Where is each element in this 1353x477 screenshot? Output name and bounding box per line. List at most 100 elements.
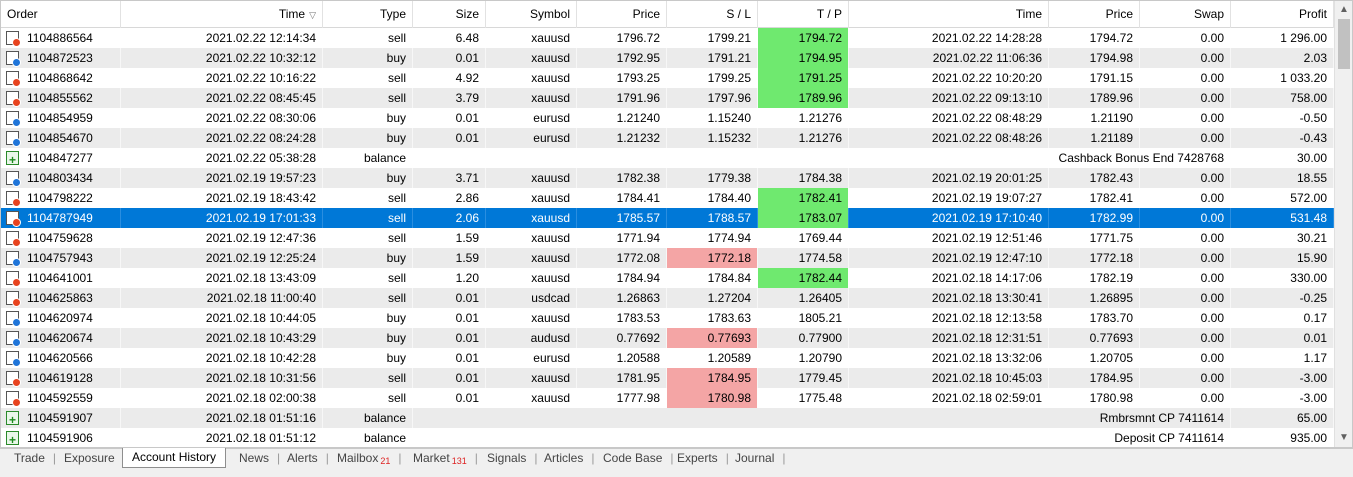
table-row[interactable]: 1104592559 2021.02.18 02:00:38 sell 0.01 xau… [1, 388, 1334, 408]
table-row[interactable]: 1104854959 2021.02.22 08:30:06 buy 0.01 euru… [1, 108, 1334, 128]
cell-close-time: 2021.02.18 12:31:51 [849, 328, 1049, 348]
order-number: 1104620674 [27, 331, 93, 345]
column-header-stop-loss[interactable]: S / L [667, 1, 758, 28]
tab-news[interactable]: News | [230, 449, 280, 469]
table-row[interactable]: 1104620974 2021.02.18 10:44:05 buy 0.01 xauu… [1, 308, 1334, 328]
cell-size: 0.01 [413, 108, 486, 128]
column-header-take-profit[interactable]: T / P [758, 1, 849, 28]
cell-close-price: 1.26895 [1049, 288, 1140, 308]
cell-take-profit: 1.26405 [758, 288, 849, 308]
cell-order: 1104591906 [1, 428, 121, 447]
table-row[interactable]: 1104886564 2021.02.22 12:14:34 sell 6.48 xau… [1, 28, 1334, 48]
tab-market[interactable]: Market 131 | [404, 449, 478, 469]
sell-deal-icon [6, 71, 21, 87]
column-header-swap[interactable]: Swap [1140, 1, 1231, 28]
table-row[interactable]: 1104591906 2021.02.18 01:51:12balanceDepo… [1, 428, 1334, 447]
table-row[interactable]: 1104757943 2021.02.19 12:25:24 buy 1.59 xauu… [1, 248, 1334, 268]
table-row[interactable]: 1104868642 2021.02.22 10:16:22 sell 4.92 xau… [1, 68, 1334, 88]
table-row[interactable]: 1104625863 2021.02.18 11:00:40 sell 0.01 usd… [1, 288, 1334, 308]
column-header-open-price[interactable]: Price [577, 1, 667, 28]
table-row[interactable]: 1104759628 2021.02.19 12:47:36 sell 1.59 xau… [1, 228, 1334, 248]
cell-order: 1104886564 [1, 28, 121, 48]
column-header-order[interactable]: Order [1, 1, 121, 28]
cell-symbol: xauusd [486, 228, 577, 248]
terminal-tab-bar: Trade | Exposure Account History News | Alerts… [0, 448, 1353, 477]
cell-open-price: 1793.25 [577, 68, 667, 88]
cell-close-time: 2021.02.22 10:20:20 [849, 68, 1049, 88]
cell-order: 1104591907 [1, 408, 121, 428]
tab-separator: | [670, 451, 674, 465]
scroll-down-arrow[interactable]: ▼ [1339, 432, 1349, 443]
tab-exposure[interactable]: Exposure [55, 449, 115, 469]
order-number: 1104847277 [27, 151, 93, 165]
cell-type: buy [323, 48, 413, 68]
cell-symbol: xauusd [486, 388, 577, 408]
table-row[interactable]: 1104854670 2021.02.22 08:24:28 buy 0.01 euru… [1, 128, 1334, 148]
cell-profit: -3.00 [1231, 368, 1334, 388]
tab-account-history[interactable]: Account History [122, 448, 227, 468]
table-row[interactable]: 1104803434 2021.02.19 19:57:23 buy 3.71 xauu… [1, 168, 1334, 188]
table-row[interactable]: 1104855562 2021.02.22 08:45:45 sell 3.79 xau… [1, 88, 1334, 108]
scroll-up-arrow[interactable]: ▲ [1339, 4, 1349, 15]
sort-descending-icon: ▽ [309, 10, 316, 20]
table-row[interactable]: 1104591907 2021.02.18 01:51:16balanceRmbr… [1, 408, 1334, 428]
cell-close-price: 1782.41 [1049, 188, 1140, 208]
tab-label: Journal [735, 451, 775, 465]
cell-swap: 0.00 [1140, 28, 1231, 48]
cell-close-time: 2021.02.18 02:59:01 [849, 388, 1049, 408]
cell-stop-loss: 1784.40 [667, 188, 758, 208]
cell-open-time: 2021.02.19 12:25:24 [121, 248, 323, 268]
cell-close-price: 1.20705 [1049, 348, 1140, 368]
column-header-close-time[interactable]: Time [849, 1, 1049, 28]
cell-size: 2.86 [413, 188, 486, 208]
cell-profit: -0.43 [1231, 128, 1334, 148]
vertical-scrollbar[interactable]: ▲ ▼ [1334, 1, 1352, 447]
column-header-profit[interactable]: Profit [1231, 1, 1334, 28]
cell-order: 1104641001 [1, 268, 121, 288]
column-header-label: Price [1105, 7, 1133, 21]
table-row[interactable]: 1104798222 2021.02.19 18:43:42 sell 2.86 xau… [1, 188, 1334, 208]
table-row[interactable]: 1104620566 2021.02.18 10:42:28 buy 0.01 euru… [1, 348, 1334, 368]
sell-deal-icon [6, 191, 21, 207]
tab-mailbox[interactable]: Mailbox 21 | [328, 449, 402, 469]
cell-close-price: 1794.72 [1049, 28, 1140, 48]
tab-experts[interactable]: Experts | [668, 449, 729, 469]
cell-type: balance [323, 408, 413, 428]
cell-open-time: 2021.02.18 01:51:16 [121, 408, 323, 428]
order-number: 1104759628 [27, 231, 93, 245]
cell-take-profit: 1794.72 [758, 28, 849, 48]
order-number: 1104854670 [27, 131, 93, 145]
cell-open-price: 1.21240 [577, 108, 667, 128]
table-row[interactable]: 1104847277 2021.02.22 05:38:28balanceCash… [1, 148, 1334, 168]
scroll-thumb[interactable] [1338, 19, 1350, 69]
cell-profit: 18.55 [1231, 168, 1334, 188]
column-header-close-price[interactable]: Price [1049, 1, 1140, 28]
cell-size: 0.01 [413, 308, 486, 328]
tab-code-base[interactable]: Code Base | [594, 449, 674, 469]
order-number: 1104620566 [27, 351, 93, 365]
column-header-type[interactable]: Type [323, 1, 413, 28]
tab-signals[interactable]: Signals | [478, 449, 537, 469]
tab-alerts[interactable]: Alerts | [278, 449, 329, 469]
tab-articles[interactable]: Articles | [535, 449, 594, 469]
cell-order: 1104855562 [1, 88, 121, 108]
cell-type: balance [323, 428, 413, 447]
table-row[interactable]: 1104787949 2021.02.19 17:01:33 sell 2.06 xau… [1, 208, 1334, 228]
column-header-symbol[interactable]: Symbol [486, 1, 577, 28]
tab-trade[interactable]: Trade | [5, 449, 56, 469]
cell-order: 1104854670 [1, 128, 121, 148]
tab-label: Code Base [603, 451, 663, 465]
table-row[interactable]: 1104620674 2021.02.18 10:43:29 buy 0.01 audu… [1, 328, 1334, 348]
tab-separator: | [398, 451, 402, 465]
buy-deal-icon [6, 131, 21, 147]
column-header-open-time[interactable]: Time ▽ [121, 1, 323, 28]
column-header-size[interactable]: Size [413, 1, 486, 28]
table-row[interactable]: 1104641001 2021.02.18 13:43:09 sell 1.20 xau… [1, 268, 1334, 288]
tab-journal[interactable]: Journal | [726, 449, 785, 469]
cell-stop-loss: 0.77693 [667, 328, 758, 348]
table-row[interactable]: 1104872523 2021.02.22 10:32:12 buy 0.01 xauu… [1, 48, 1334, 68]
column-header-label: Time [278, 7, 306, 21]
cell-size: 0.01 [413, 128, 486, 148]
table-row[interactable]: 1104619128 2021.02.18 10:31:56 sell 0.01 xau… [1, 368, 1334, 388]
cell-swap: 0.00 [1140, 248, 1231, 268]
